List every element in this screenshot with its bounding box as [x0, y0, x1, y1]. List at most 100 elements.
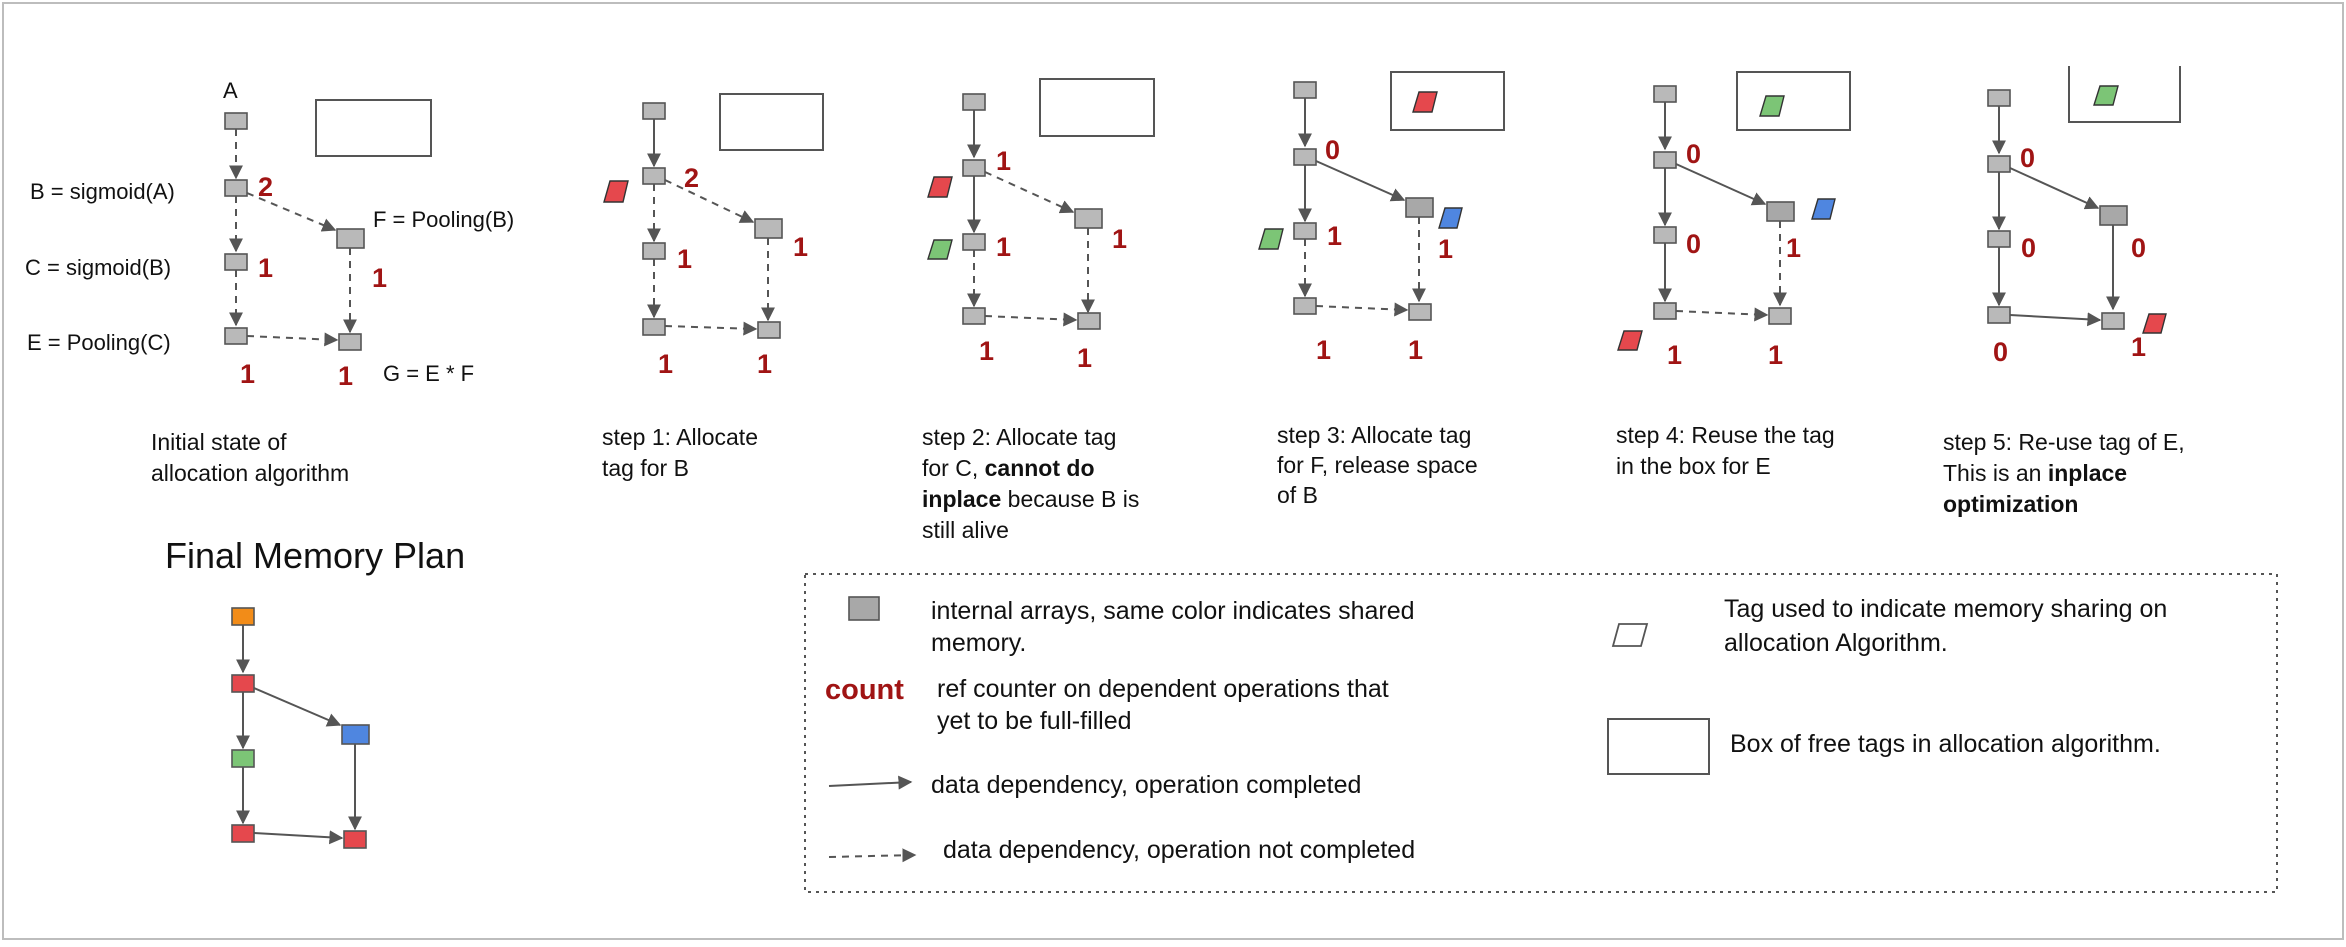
- node-a: [224, 112, 248, 130]
- legend-arrays-line1: internal arrays, same color indicates sh…: [931, 597, 1415, 625]
- count-g: 1: [1408, 335, 1423, 365]
- free-tag-box: [315, 99, 432, 157]
- tag-red-icon: [1412, 91, 1438, 113]
- node-f: [1405, 197, 1434, 218]
- step2-caption-line1: step 2: Allocate tag: [922, 424, 1116, 450]
- node-g: [757, 321, 781, 339]
- tag-red-icon: [1617, 330, 1643, 351]
- node-f: [754, 218, 783, 239]
- final-node-f: [341, 724, 370, 745]
- count-e: 1: [979, 336, 994, 366]
- step5-panel: 0 0 0 0 1 step 5: Re-use tag of E, This …: [1943, 66, 2185, 517]
- step2-caption-line2a: for C,: [922, 455, 985, 481]
- initial-caption-line2: allocation algorithm: [151, 460, 349, 486]
- edge-b-f: [246, 192, 337, 232]
- legend-dashed-text: data dependency, operation not completed: [943, 836, 1415, 864]
- edge-b-f: [1315, 160, 1406, 202]
- count-b: 2: [684, 163, 699, 193]
- step4-caption-line1: step 4: Reuse the tag: [1616, 422, 1835, 448]
- node-g: [1077, 312, 1101, 330]
- node-c: [224, 253, 248, 271]
- node-e: [1653, 302, 1677, 320]
- node-e: [1293, 297, 1317, 315]
- count-f: 0: [2131, 233, 2146, 263]
- node-b-label: B = sigmoid(A): [30, 179, 175, 204]
- node-g-label: G = E * F: [383, 361, 474, 386]
- count-b: 2: [258, 172, 273, 202]
- node-f-label: F = Pooling(B): [373, 207, 514, 232]
- free-tag-box: [1039, 78, 1155, 137]
- tag-red-icon: [927, 176, 953, 198]
- node-e-label: E = Pooling(C): [27, 330, 171, 355]
- final-edge-b-f: [253, 687, 342, 727]
- node-a: [1987, 89, 2011, 107]
- count-b: 1: [996, 146, 1011, 176]
- step4-panel: 0 0 1 1 1 step 4: Reuse the tag in the b…: [1616, 71, 1851, 479]
- step5-caption-line1: step 5: Re-use tag of E,: [1943, 429, 2185, 455]
- step1-panel: 2 1 1 1 1 step 1: Allocate tag for B: [602, 93, 824, 481]
- node-a-label: A: [223, 78, 238, 103]
- count-f: 1: [372, 263, 387, 293]
- free-tag-box: [719, 93, 824, 151]
- count-g: 1: [1077, 343, 1092, 373]
- legend-dashed-arrow-icon: [828, 848, 917, 863]
- count-f: 1: [1438, 234, 1453, 264]
- final-node-g: [343, 830, 367, 849]
- legend-panel: internal arrays, same color indicates sh…: [804, 573, 2278, 893]
- initial-caption-line1: Initial state of: [151, 429, 287, 455]
- legend-solid-text: data dependency, operation completed: [931, 771, 1361, 799]
- count-c: 0: [1686, 229, 1701, 259]
- node-g: [2101, 312, 2125, 330]
- count-e: 1: [1667, 340, 1682, 370]
- count-e: 1: [240, 359, 255, 389]
- node-b: [1653, 151, 1677, 169]
- node-e: [962, 307, 986, 325]
- node-e: [1987, 306, 2011, 324]
- edge-e-g: [1675, 307, 1769, 322]
- legend-array-icon: [848, 596, 880, 621]
- edge-b-f: [1675, 163, 1767, 206]
- count-g: 1: [757, 349, 772, 379]
- legend-tag-line2: allocation Algorithm.: [1724, 629, 1948, 657]
- step5-caption-line2b: inplace: [2048, 460, 2127, 486]
- node-g: [1768, 307, 1792, 325]
- node-c: [1653, 226, 1677, 244]
- edge-b-f: [2009, 167, 2100, 210]
- final-node-e: [231, 824, 255, 843]
- step2-caption-line3b: because B is: [1001, 486, 1139, 512]
- count-e: 1: [658, 349, 673, 379]
- legend-tag-icon: [1611, 623, 1649, 647]
- node-c: [962, 233, 986, 251]
- final-edge-e-g: [253, 830, 344, 845]
- node-c-label: C = sigmoid(B): [25, 255, 171, 280]
- final-node-c: [231, 749, 255, 768]
- node-f: [1766, 201, 1795, 222]
- node-b: [962, 159, 986, 177]
- free-tag-box: [1736, 71, 1851, 131]
- node-f: [1074, 208, 1103, 229]
- tag-blue-icon: [1811, 198, 1836, 220]
- step2-caption-line2: for C, cannot do: [922, 455, 1095, 481]
- node-e: [224, 327, 248, 345]
- node-b: [224, 179, 248, 197]
- final-node-b: [231, 674, 255, 693]
- node-e: [642, 318, 666, 336]
- node-b: [1293, 148, 1317, 166]
- edge-e-g: [984, 312, 1078, 327]
- step3-caption-line1: step 3: Allocate tag: [1277, 422, 1471, 448]
- step5-caption-line3: optimization: [1943, 491, 2078, 517]
- node-g: [338, 333, 362, 351]
- edge-e-g: [664, 321, 758, 336]
- count-c: 1: [996, 232, 1011, 262]
- step1-caption-line1: step 1: Allocate: [602, 424, 758, 450]
- count-e: 1: [1316, 335, 1331, 365]
- node-a: [1653, 85, 1677, 103]
- tag-red-icon: [2142, 313, 2167, 334]
- count-f: 1: [1786, 233, 1801, 263]
- node-b: [642, 167, 666, 185]
- count-b: 0: [2020, 143, 2035, 173]
- node-g: [1408, 303, 1432, 321]
- count-c: 0: [2021, 233, 2036, 263]
